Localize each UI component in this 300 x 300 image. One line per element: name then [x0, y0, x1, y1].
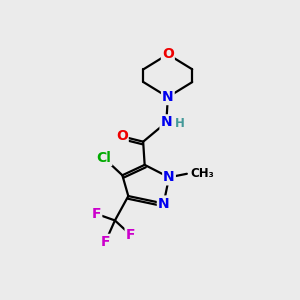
- Text: H: H: [175, 117, 185, 130]
- Text: CH₃: CH₃: [190, 167, 214, 180]
- Text: N: N: [162, 90, 174, 104]
- Text: N: N: [160, 116, 172, 129]
- Text: F: F: [92, 207, 101, 221]
- Text: N: N: [158, 196, 170, 211]
- Text: O: O: [116, 129, 128, 143]
- Text: N: N: [163, 170, 175, 184]
- Text: O: O: [162, 47, 174, 61]
- Text: Cl: Cl: [97, 151, 111, 165]
- Text: F: F: [126, 228, 135, 242]
- Text: F: F: [101, 235, 110, 249]
